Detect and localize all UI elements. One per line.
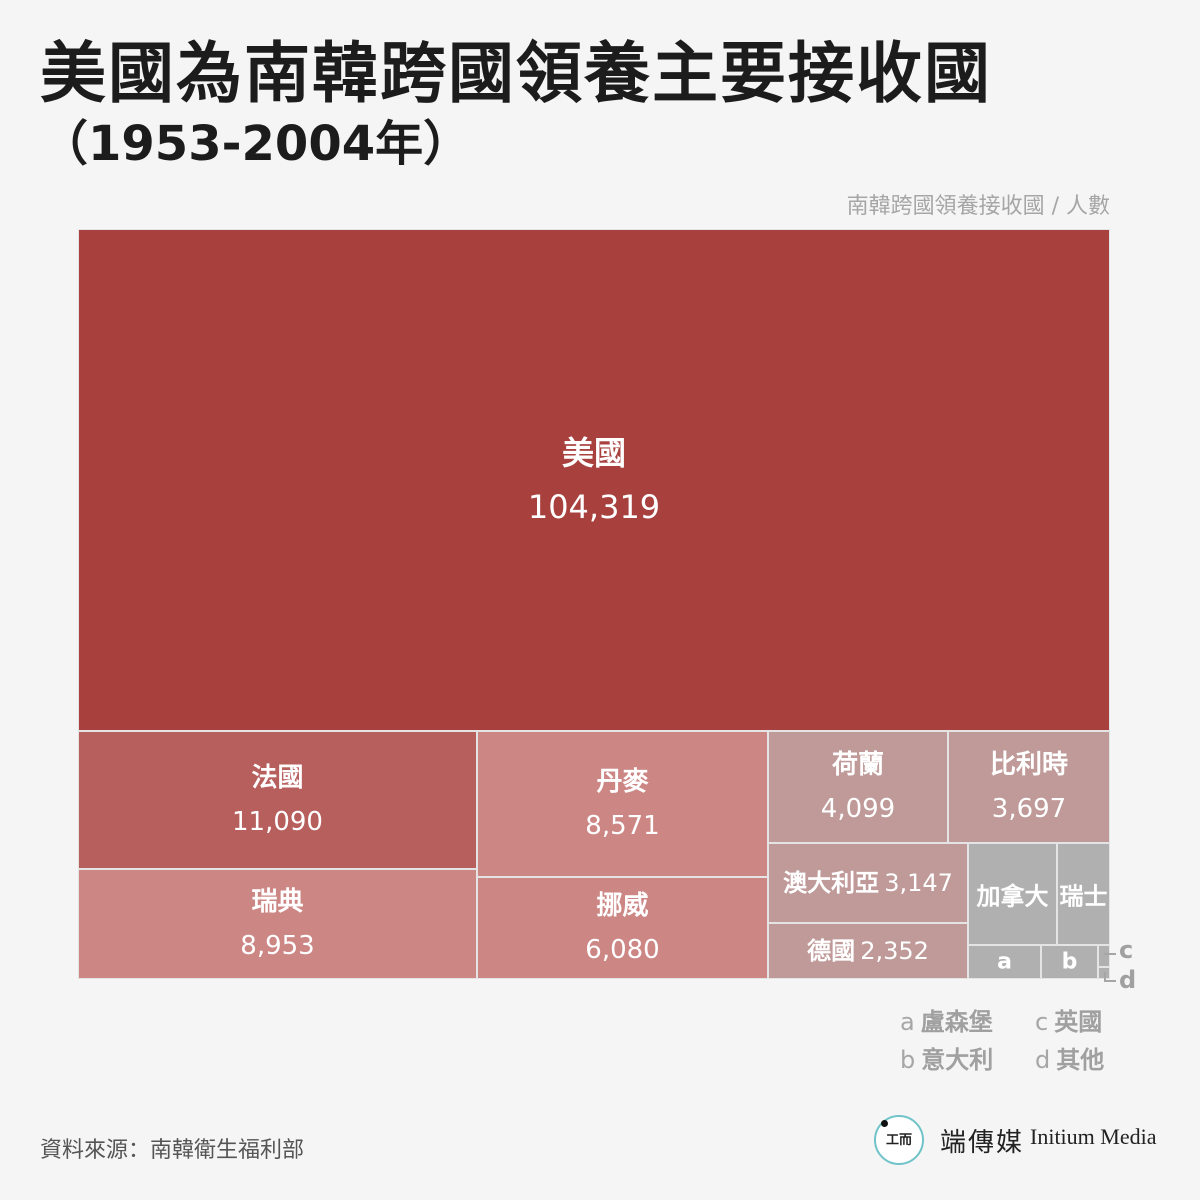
tile-label: 澳大利亞 [783, 869, 880, 897]
tile-uk [1098, 945, 1110, 967]
outlabel-d: d [1119, 966, 1137, 994]
tile-value: 4,099 [820, 794, 896, 824]
tile-value: 11,090 [232, 807, 323, 837]
tile-value: 3,147 [884, 869, 953, 897]
unit-label: 南韓跨國領養接收國 / 人數 [846, 194, 1110, 219]
tile-sweden: 瑞典 8,953 [78, 869, 477, 979]
tile-label: 瑞典 [251, 887, 304, 917]
tile-value: 6,080 [585, 935, 660, 965]
legend-item-a: a 盧森堡 [900, 1008, 993, 1036]
logo-glyph: 工而 [885, 1133, 912, 1148]
tile-value: 8,571 [585, 811, 660, 841]
brand-name-cn: 端傳媒 [940, 1128, 1025, 1158]
legend-item-d: d 其他 [1035, 1046, 1105, 1074]
tile-belgium: 比利時 3,697 [948, 731, 1110, 843]
legend-item-b: b 意大利 [900, 1046, 994, 1074]
tile-value: 8,953 [240, 931, 315, 961]
tile-value: 3,697 [991, 794, 1067, 824]
tile-australia: 澳大利亞 3,147 [768, 843, 968, 923]
tile-usa: 美國 104,319 [78, 229, 1110, 731]
leader-d [1104, 972, 1116, 982]
tile-switzerland: 瑞士 [1057, 843, 1110, 945]
tile-label: 荷蘭 [831, 750, 884, 780]
tile-luxembourg: a [968, 945, 1041, 979]
tile-label: 比利時 [989, 750, 1068, 780]
brand-name-en: Initium Media [1030, 1124, 1157, 1149]
tile-denmark: 丹麥 8,571 [477, 731, 768, 877]
tile-label: 挪威 [596, 891, 649, 921]
tile-netherlands: 荷蘭 4,099 [768, 731, 948, 843]
chart-subtitle: （1953-2004年） [40, 116, 472, 172]
tile-france: 法國 11,090 [78, 731, 477, 869]
tile-key-a: a [997, 949, 1012, 975]
tile-label: 美國 [561, 434, 626, 472]
initium-logo-icon: 工而 [874, 1115, 924, 1165]
tile-label: 德國 [807, 937, 856, 965]
tile-italy: b [1041, 945, 1098, 979]
chart-title: 美國為南韓跨國領養主要接收國 [40, 35, 992, 112]
tile-label: 法國 [251, 763, 304, 793]
source-note: 資料來源：南韓衛生福利部 [40, 1138, 305, 1163]
tile-label: 加拿大 [976, 882, 1049, 911]
tile-canada: 加拿大 [968, 843, 1057, 945]
legend-item-c: c 英國 [1035, 1008, 1103, 1036]
tile-key-b: b [1061, 949, 1078, 975]
tile-label: 瑞士 [1059, 882, 1108, 911]
tile-germany: 德國 2,352 [768, 923, 968, 979]
outlabel-c: c [1119, 936, 1134, 964]
tile-norway: 挪威 6,080 [477, 877, 768, 979]
tile-value: 104,319 [527, 488, 661, 526]
tile-label: 丹麥 [596, 767, 649, 797]
tile-value: 2,352 [860, 937, 929, 965]
leader-c [1104, 953, 1116, 955]
